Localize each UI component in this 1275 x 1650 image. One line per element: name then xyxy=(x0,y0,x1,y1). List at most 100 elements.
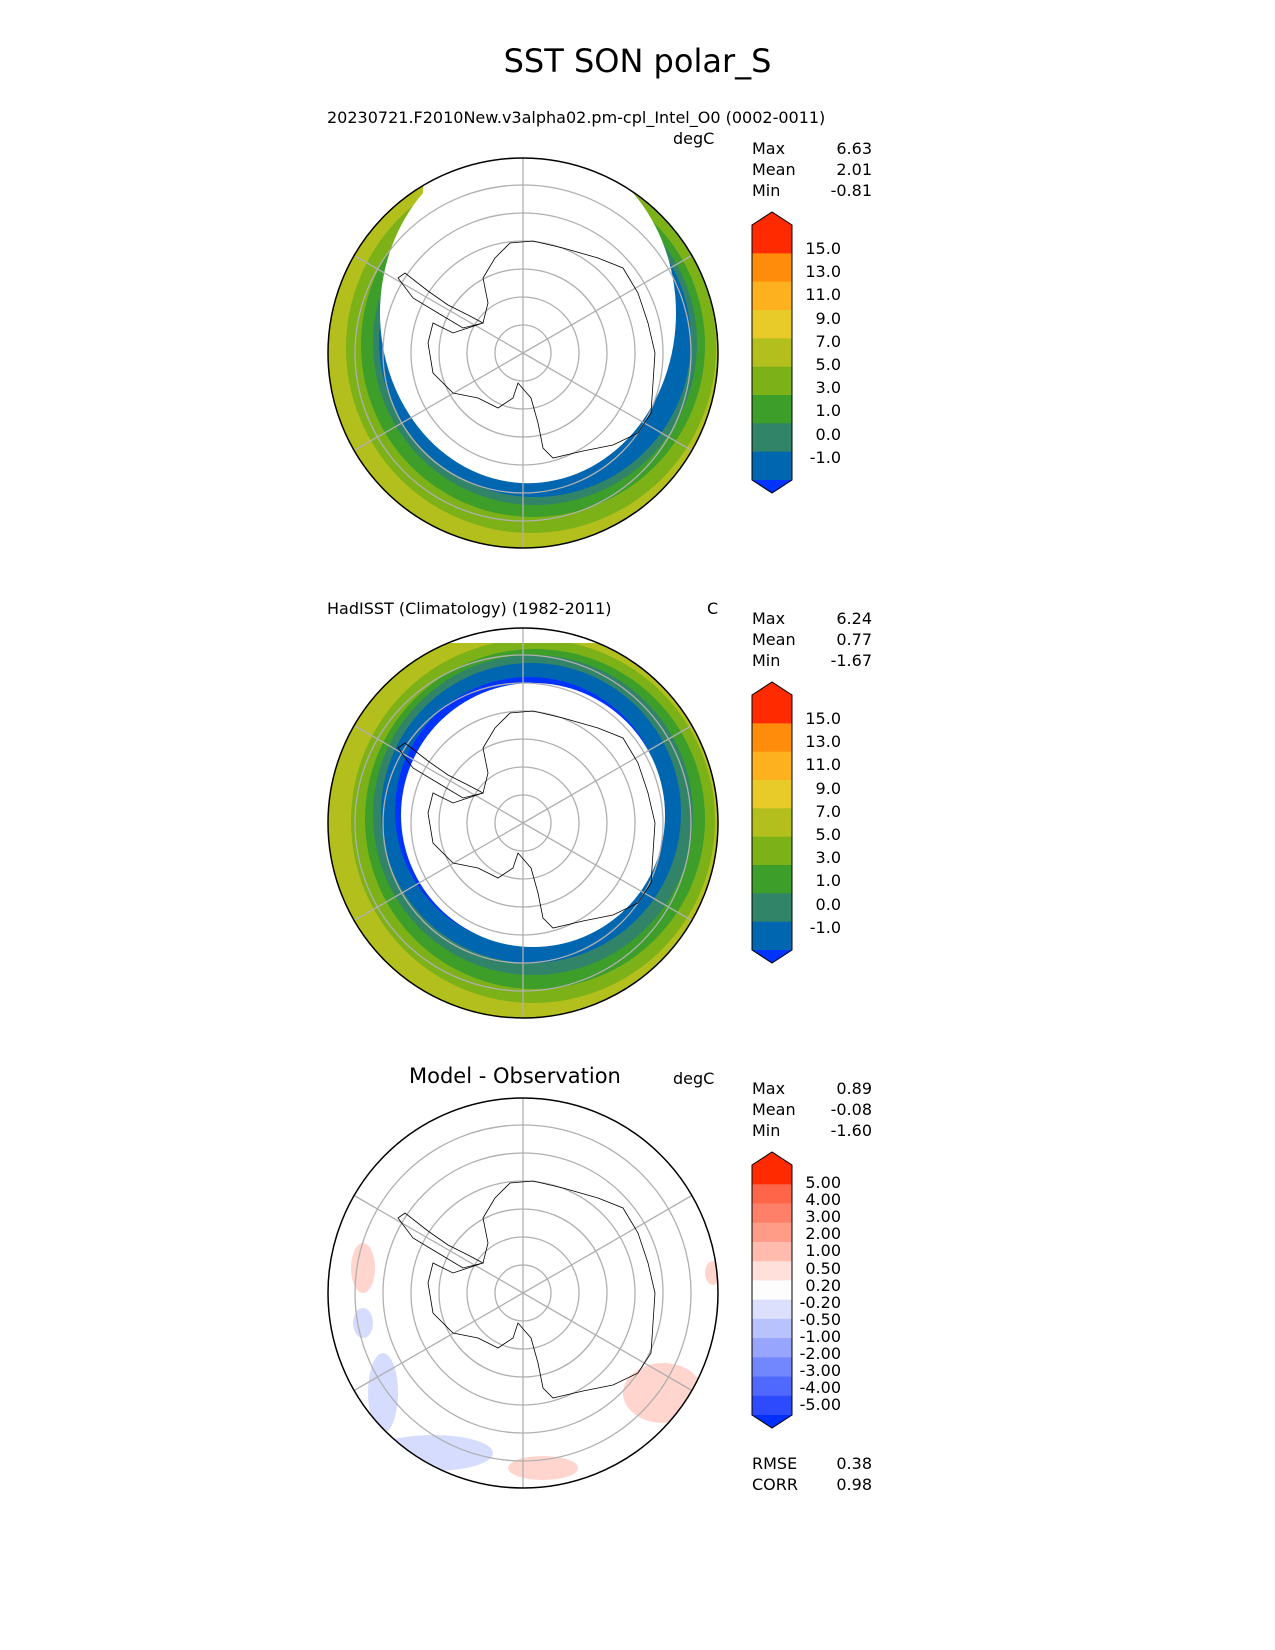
stat-max: 6.24 xyxy=(836,609,872,628)
stat-mean: 0.77 xyxy=(836,630,872,649)
antarctica-coastline xyxy=(397,710,656,929)
meridian-line xyxy=(522,1194,693,1294)
colorbar-swatch xyxy=(752,310,792,339)
meridian-line xyxy=(353,724,524,824)
stat-label: Min xyxy=(752,181,781,200)
meridian-line xyxy=(522,352,693,452)
anomaly-patch xyxy=(508,1456,578,1480)
colorbar-swatch xyxy=(752,723,792,753)
colorbar-tick-label: 0.50 xyxy=(805,1258,841,1278)
colorbar-tick-label: 3.00 xyxy=(805,1207,841,1227)
meridian-line xyxy=(522,1292,693,1392)
anomaly-patch xyxy=(705,1261,718,1285)
stat-label: Mean xyxy=(752,1100,796,1119)
meridian-line xyxy=(353,352,524,452)
colorbar-swatch xyxy=(752,395,792,424)
colorbar-tick-label: 1.0 xyxy=(815,401,841,421)
map-boundary xyxy=(327,1097,719,1489)
colorbar-swatch xyxy=(752,1184,792,1204)
colorbar-tick-label: -0.50 xyxy=(799,1309,841,1329)
panel-obs-stats: Max 6.24 Mean 0.77 Min -1.67 xyxy=(752,608,872,671)
colorbar-obs xyxy=(751,681,793,964)
meridian-line xyxy=(522,822,693,922)
colorbar-tick-label: 5.0 xyxy=(815,355,841,374)
colorbar-extend-max xyxy=(752,1152,792,1165)
colorbar-model xyxy=(751,211,793,494)
map-boundary xyxy=(327,157,719,549)
figure-title: SST SON polar_S xyxy=(503,42,772,80)
colorbar-tick-label: 5.00 xyxy=(805,1173,841,1192)
colorbar-tick-label: 3.0 xyxy=(815,848,841,868)
colorbar-swatch xyxy=(752,423,792,453)
colorbar-tick-label: -1.0 xyxy=(809,447,841,467)
colorbar-tick-label: 0.0 xyxy=(815,894,841,914)
metric-rmse: 0.38 xyxy=(836,1454,872,1473)
colorbar-tick-label: -0.20 xyxy=(799,1292,841,1312)
stat-label: Min xyxy=(752,651,781,670)
colorbar-extend-max xyxy=(752,212,792,225)
metric-corr: 0.98 xyxy=(836,1475,872,1494)
colorbar-tick-label: 3.0 xyxy=(815,378,841,398)
meridian-line xyxy=(353,254,524,354)
colorbar-tick-label: 0.20 xyxy=(805,1275,841,1295)
polar-map-model xyxy=(327,157,719,549)
stat-label: Mean xyxy=(752,160,796,179)
stat-min: -1.67 xyxy=(830,651,872,670)
stat-label: Max xyxy=(752,1079,786,1098)
stat-min: -0.81 xyxy=(830,181,872,200)
stat-max: 0.89 xyxy=(836,1079,872,1098)
colorbar-tick-label: 11.0 xyxy=(805,755,841,775)
colorbar-swatch xyxy=(752,253,792,283)
panel-diff-title: Model - Observation xyxy=(409,1064,621,1088)
colorbar-swatch xyxy=(752,1241,792,1262)
colorbar-tick-label: 1.00 xyxy=(805,1241,841,1261)
colorbar-tick-label: 1.0 xyxy=(815,871,841,891)
colorbar-swatch xyxy=(752,366,792,396)
polar-map-diff xyxy=(327,1097,719,1489)
map-boundary xyxy=(327,627,719,1019)
stat-label: Max xyxy=(752,139,786,158)
colorbar-tick-label: 15.0 xyxy=(805,239,841,258)
sea-ice-mask xyxy=(423,628,613,643)
anomaly-patch xyxy=(368,1353,398,1433)
stat-label: Mean xyxy=(752,630,796,649)
colorbar-swatch xyxy=(752,836,792,866)
colorbar-tick-label: 5.0 xyxy=(815,825,841,844)
stat-max: 6.63 xyxy=(836,139,872,158)
panel-diff-stats: Max 0.89 Mean -0.08 Min -1.60 xyxy=(752,1078,872,1141)
colorbar-tick-label: 7.0 xyxy=(815,801,841,821)
sea-ice-mask xyxy=(380,158,676,484)
colorbar-swatch xyxy=(752,1222,792,1243)
colorbar-extend-min xyxy=(752,1415,792,1428)
panel-diff-metrics: RMSE 0.38 CORR 0.98 xyxy=(752,1453,872,1495)
colorbar-extend-min xyxy=(752,480,792,493)
meridian-line xyxy=(353,822,524,922)
anomaly-patch xyxy=(351,1243,375,1293)
colorbar-outline xyxy=(751,681,793,964)
colorbar-extend-min xyxy=(752,950,792,963)
panel-obs-title: HadISST (Climatology) (1982-2011) xyxy=(327,599,612,618)
colorbar-swatch xyxy=(752,1395,792,1416)
colorbar-swatch xyxy=(752,1357,792,1378)
colorbar-tick-label: 7.0 xyxy=(815,331,841,351)
colorbar-swatch xyxy=(752,865,792,894)
colorbar-swatch xyxy=(752,921,792,951)
colorbar-tick-label: -4.00 xyxy=(799,1378,841,1398)
panel-diff-units: degC xyxy=(673,1069,715,1088)
colorbar-swatch xyxy=(752,1280,792,1301)
meridian-line xyxy=(353,1194,524,1294)
colorbar-tick-label: 0.0 xyxy=(815,424,841,444)
colorbar-swatch xyxy=(752,1318,792,1339)
colorbar-tick-label: 4.00 xyxy=(805,1190,841,1210)
colorbar-extend-max xyxy=(752,682,792,695)
meridian-line xyxy=(522,254,693,354)
colorbar-outline xyxy=(751,211,793,494)
colorbar-tick-label: -5.00 xyxy=(799,1395,841,1415)
colorbar-tick-label: 13.0 xyxy=(805,262,841,282)
meridian-line xyxy=(353,1292,524,1392)
colorbar-swatch xyxy=(752,780,792,809)
colorbar-swatch xyxy=(752,1299,792,1320)
colorbar-tick-label: 9.0 xyxy=(815,308,841,328)
stat-label: Min xyxy=(752,1121,781,1140)
